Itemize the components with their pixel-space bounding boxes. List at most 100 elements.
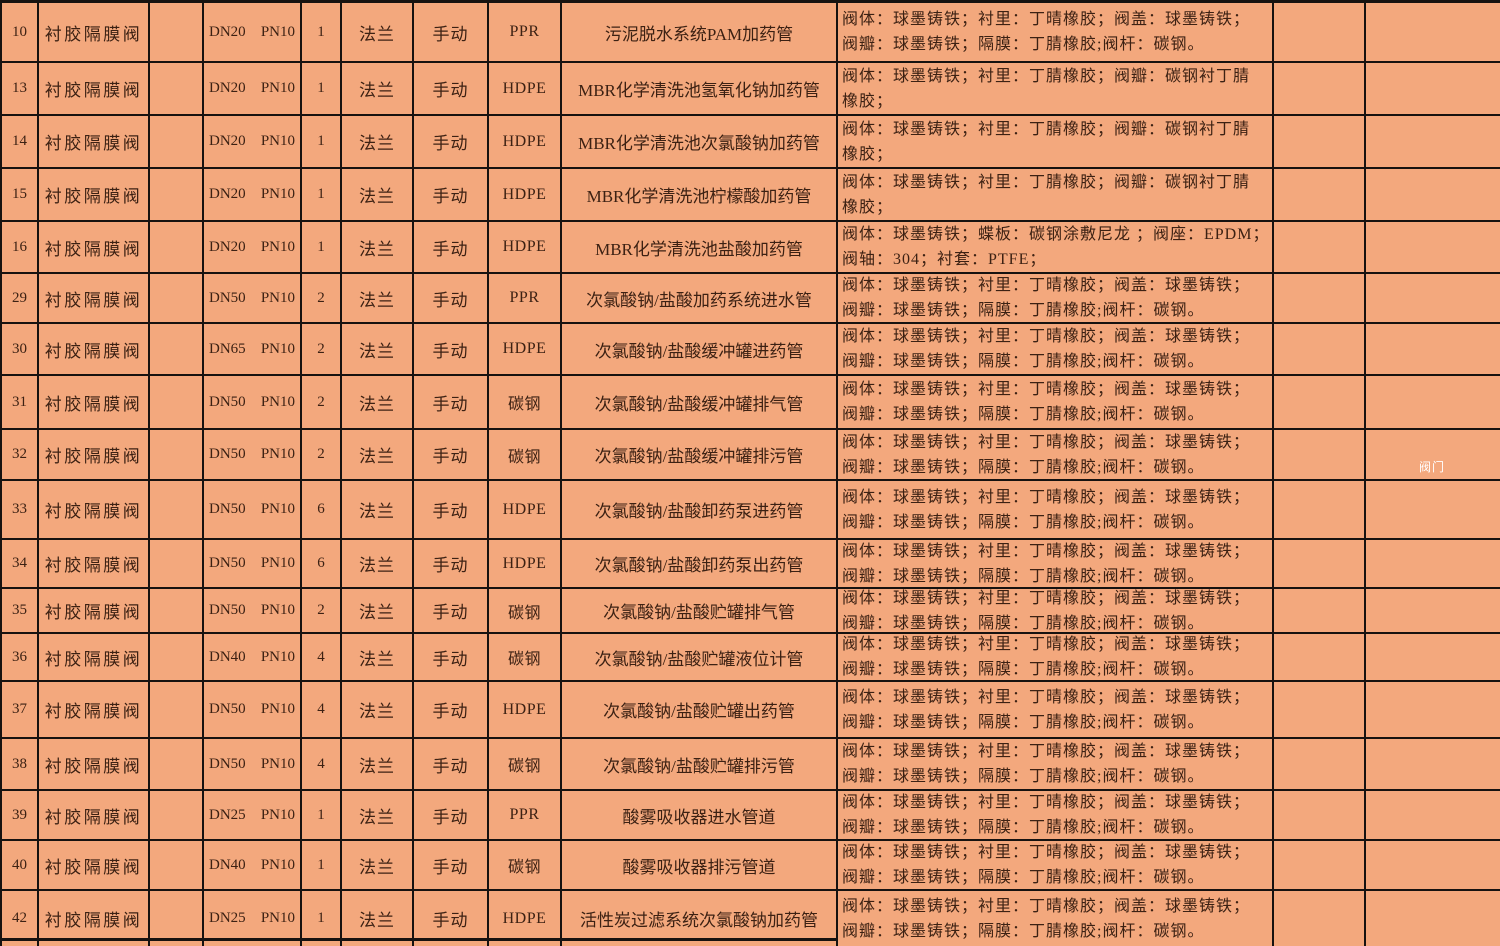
cell-size-pressure[interactable]: DN50 PN10 [204, 430, 300, 479]
cell-empty-1[interactable] [1274, 791, 1364, 839]
cell-empty-1[interactable] [1274, 589, 1364, 632]
cell-operation-mode[interactable]: 手动 [414, 540, 487, 587]
cell-empty-1[interactable] [1274, 841, 1364, 889]
cell-size-pressure[interactable]: DN25 PN10 [204, 791, 300, 839]
cell-valve-name[interactable]: 衬胶隔膜阀 [39, 3, 148, 61]
cell-connection-type[interactable]: 法兰 [342, 841, 412, 889]
cell-service-description[interactable]: 次氯酸钠/盐酸贮罐出药管 [562, 682, 836, 737]
cell-size-pressure[interactable]: DN20 PN10 [204, 169, 300, 220]
cell-pipe-material[interactable]: HDPE [489, 481, 560, 538]
cell-service-description[interactable]: MBR化学清洗池柠檬酸加药管 [562, 169, 836, 220]
cell-pipe-material[interactable]: HDPE [489, 324, 560, 374]
cell-row-number[interactable]: 30 [2, 324, 37, 374]
cell-row-number[interactable]: 31 [2, 376, 37, 428]
cell-valve-name[interactable]: 衬胶隔膜阀 [39, 116, 148, 167]
cell-quantity[interactable]: 1 [302, 841, 340, 889]
cell-row-number[interactable]: 32 [2, 430, 37, 479]
cell-empty-2[interactable] [1366, 274, 1500, 322]
cell-row-number[interactable]: 37 [2, 682, 37, 737]
cell-service-description[interactable]: 次氯酸钠/盐酸缓冲罐进药管 [562, 324, 836, 374]
cell-row-number[interactable]: 40 [2, 841, 37, 889]
cell-valve-name[interactable]: 衬胶隔膜阀 [39, 589, 148, 632]
cell-empty-1[interactable] [1274, 682, 1364, 737]
cell-connection-type[interactable]: 法兰 [342, 540, 412, 587]
cell-blank[interactable] [150, 739, 202, 789]
cell-service-description[interactable]: 次氯酸钠/盐酸加药系统进水管 [562, 274, 836, 322]
cell-blank[interactable] [150, 791, 202, 839]
cell-service-description[interactable]: 次氯酸钠/盐酸缓冲罐排污管 [562, 430, 836, 479]
cell-empty-2[interactable] [1366, 169, 1500, 220]
cell-quantity[interactable]: 2 [302, 324, 340, 374]
cell-quantity[interactable]: 1 [302, 169, 340, 220]
cell-empty-2[interactable] [1366, 589, 1500, 632]
cell-blank[interactable] [150, 63, 202, 114]
cell-material-spec[interactable]: 阀体：球墨铸铁；衬里：丁晴橡胶；阀盖：球墨铸铁； 阀瓣：球墨铸铁；隔膜：丁腈橡胶… [838, 540, 1272, 587]
cell-quantity[interactable]: 4 [302, 739, 340, 789]
cell-size-pressure[interactable]: DN50 PN10 [204, 589, 300, 632]
cell-size-pressure[interactable]: DN20 PN10 [204, 222, 300, 272]
cell-row-number[interactable]: 35 [2, 589, 37, 632]
cell-operation-mode[interactable]: 手动 [414, 63, 487, 114]
cell-valve-name[interactable]: 衬胶隔膜阀 [39, 63, 148, 114]
cell-blank[interactable] [150, 430, 202, 479]
cell-connection-type[interactable]: 法兰 [342, 791, 412, 839]
cell-service-description[interactable]: 次氯酸钠/盐酸贮罐排气管 [562, 589, 836, 632]
cell-connection-type[interactable]: 法兰 [342, 3, 412, 61]
cell-empty-2[interactable] [1366, 63, 1500, 114]
cell-operation-mode[interactable]: 手动 [414, 430, 487, 479]
cell-blank[interactable] [150, 589, 202, 632]
cell-pipe-material[interactable]: HDPE [489, 169, 560, 220]
cell-empty-1[interactable] [1274, 634, 1364, 680]
cell-pipe-material[interactable]: 碳钢 [489, 739, 560, 789]
cell-quantity[interactable]: 6 [302, 540, 340, 587]
cell-quantity[interactable]: 1 [302, 791, 340, 839]
cell-size-pressure[interactable]: DN25 PN10 [204, 891, 300, 946]
cell-empty-1[interactable] [1274, 169, 1364, 220]
cell-material-spec[interactable]: 阀体：球墨铸铁；衬里：丁腈橡胶；阀瓣：碳钢衬丁腈 橡胶； [838, 63, 1272, 114]
cell-empty-1[interactable] [1274, 739, 1364, 789]
cell-valve-name[interactable]: 衬胶隔膜阀 [39, 891, 148, 946]
cell-empty-2[interactable] [1366, 791, 1500, 839]
cell-size-pressure[interactable]: DN20 PN10 [204, 63, 300, 114]
cell-row-number[interactable]: 14 [2, 116, 37, 167]
cell-empty-2[interactable] [1366, 376, 1500, 428]
cell-row-number[interactable]: 36 [2, 634, 37, 680]
cell-blank[interactable] [150, 169, 202, 220]
cell-size-pressure[interactable]: DN20 PN10 [204, 3, 300, 61]
cell-empty-2[interactable] [1366, 682, 1500, 737]
cell-pipe-material[interactable]: PPR [489, 791, 560, 839]
cell-material-spec[interactable]: 阀体：球墨铸铁；衬里：丁腈橡胶；阀瓣：碳钢衬丁腈 橡胶； [838, 169, 1272, 220]
cell-quantity[interactable]: 6 [302, 481, 340, 538]
cell-blank[interactable] [150, 841, 202, 889]
cell-empty-1[interactable] [1274, 116, 1364, 167]
cell-valve-name[interactable]: 衬胶隔膜阀 [39, 791, 148, 839]
cell-empty-1[interactable] [1274, 481, 1364, 538]
cell-size-pressure[interactable]: DN50 PN10 [204, 739, 300, 789]
cell-empty-2[interactable] [1366, 739, 1500, 789]
cell-service-description[interactable]: MBR化学清洗池次氯酸钠加药管 [562, 116, 836, 167]
cell-pipe-material[interactable]: HDPE [489, 222, 560, 272]
cell-material-spec[interactable]: 阀体：球墨铸铁；衬里：丁晴橡胶；阀盖：球墨铸铁； 阀瓣：球墨铸铁；隔膜：丁腈橡胶… [838, 376, 1272, 428]
cell-pipe-material[interactable]: HDPE [489, 682, 560, 737]
cell-pipe-material[interactable]: 碳钢 [489, 841, 560, 889]
cell-operation-mode[interactable]: 手动 [414, 324, 487, 374]
cell-material-spec[interactable]: 阀体：球墨铸铁；衬里：丁晴橡胶；阀盖：球墨铸铁； 阀瓣：球墨铸铁；隔膜：丁腈橡胶… [838, 481, 1272, 538]
cell-size-pressure[interactable]: DN50 PN10 [204, 274, 300, 322]
cell-valve-name[interactable]: 衬胶隔膜阀 [39, 274, 148, 322]
cell-blank[interactable] [150, 274, 202, 322]
cell-row-number[interactable]: 42 [2, 891, 37, 946]
cell-connection-type[interactable]: 法兰 [342, 891, 412, 946]
cell-operation-mode[interactable]: 手动 [414, 222, 487, 272]
cell-quantity[interactable]: 1 [302, 116, 340, 167]
cell-pipe-material[interactable]: HDPE [489, 891, 560, 946]
cell-row-number[interactable]: 29 [2, 274, 37, 322]
cell-material-spec[interactable]: 阀体：球墨铸铁；蝶板：碳钢涂敷尼龙 ；阀座：EPDM； 阀轴：304；衬套：PT… [838, 222, 1272, 272]
cell-row-number[interactable]: 10 [2, 3, 37, 61]
cell-pipe-material[interactable]: 碳钢 [489, 430, 560, 479]
cell-operation-mode[interactable]: 手动 [414, 3, 487, 61]
cell-operation-mode[interactable]: 手动 [414, 891, 487, 946]
cell-operation-mode[interactable]: 手动 [414, 589, 487, 632]
cell-valve-name[interactable]: 衬胶隔膜阀 [39, 376, 148, 428]
cell-empty-1[interactable] [1274, 222, 1364, 272]
cell-connection-type[interactable]: 法兰 [342, 589, 412, 632]
